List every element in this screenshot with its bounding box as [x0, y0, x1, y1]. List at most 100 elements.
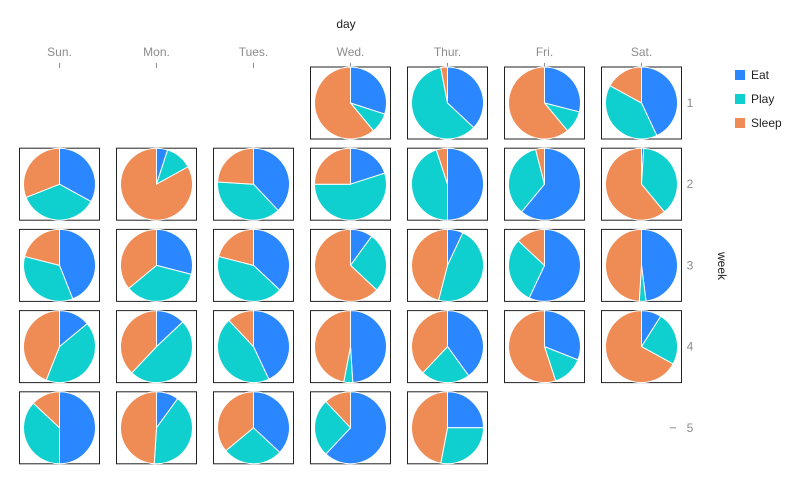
pie-slice-play: [23, 255, 74, 302]
pie-slice-eat: [520, 147, 581, 221]
pie-slice-eat: [641, 228, 678, 302]
pie-panel: [310, 391, 391, 465]
pie-slice-sleep: [23, 147, 60, 199]
pie-slice-sleep: [218, 228, 254, 267]
pie-slice-eat: [447, 147, 484, 221]
pie-slice-eat: [59, 391, 96, 465]
pie-slice-play: [217, 319, 270, 384]
pie-slice-sleep: [314, 228, 378, 302]
pie-slice-sleep: [411, 310, 448, 374]
pie-panels: [19, 66, 682, 465]
legend-label-sleep: Sleep: [751, 116, 782, 130]
week-tick-label: 3: [687, 258, 694, 272]
pie-slice-eat: [447, 66, 484, 129]
pie-slice-sleep: [228, 310, 254, 348]
pie-slice-play: [411, 149, 448, 221]
pie-slice-sleep: [411, 391, 448, 464]
pie-slice-sleep: [120, 147, 193, 221]
pie-slice-sleep: [120, 228, 157, 290]
pie-panel: [407, 228, 488, 302]
week-tick-label: 4: [687, 340, 694, 354]
pie-slice-play: [23, 402, 60, 465]
pie-slice-play: [508, 148, 546, 213]
pie-slice-sleep: [508, 310, 557, 384]
day-tick-label: Wed.: [337, 45, 365, 59]
pie-slice-sleep: [517, 228, 545, 267]
pie-panel: [116, 147, 197, 221]
pie-slice-sleep: [605, 228, 642, 302]
pie-slice-eat: [253, 147, 290, 212]
pie-panel: [310, 228, 391, 302]
pie-panel: [19, 391, 100, 465]
pie-slice-sleep: [411, 228, 448, 301]
pie-slice-sleep: [605, 310, 674, 384]
pie-slice-sleep: [23, 310, 60, 381]
pie-slice-sleep: [120, 391, 157, 465]
pie-slice-sleep: [313, 147, 351, 185]
legend-label-eat: Eat: [751, 68, 770, 82]
pie-slice-play: [314, 400, 352, 455]
pie-slice-play: [313, 172, 387, 221]
y-axis-title: week: [715, 251, 729, 281]
pie-slice-sleep: [120, 310, 157, 374]
pie-slice-eat: [447, 391, 485, 429]
pie-slice-sleep: [534, 147, 545, 185]
day-tick-label: Sat.: [631, 45, 652, 59]
pie-slice-eat: [325, 391, 387, 465]
pie-panel: [213, 228, 294, 302]
pie-slice-eat: [528, 228, 581, 302]
pie-panel: [407, 391, 488, 465]
pie-slice-play: [640, 315, 678, 365]
pie-slice-sleep: [440, 66, 448, 104]
legend-swatch-eat: [735, 70, 745, 80]
pie-slice-eat: [156, 228, 193, 275]
pie-slice-play: [45, 322, 96, 384]
pie-panel: [116, 391, 197, 465]
pie-slice-play: [440, 427, 485, 465]
x-axis-title: day: [336, 17, 355, 31]
pie-slice-play: [508, 240, 546, 299]
pie-slice-play: [437, 232, 484, 302]
day-axis: Sun. Mon. Tues. Wed. Thur. Fri. Sat.: [47, 45, 652, 68]
pie-panel: [407, 147, 488, 221]
pie-slice-eat: [447, 310, 484, 377]
pie-slice-sleep: [508, 66, 569, 140]
pie-panel: [116, 228, 197, 302]
pie-slice-sleep: [609, 66, 642, 104]
pie-slice-play: [131, 321, 193, 384]
pie-slice-eat: [350, 147, 386, 185]
pie-panel: [116, 310, 197, 384]
pie-panel: [19, 147, 100, 221]
pie-slice-play: [640, 147, 678, 213]
pie-panel: [601, 66, 682, 140]
pie-panel: [504, 147, 585, 221]
pie-slice-sleep: [217, 391, 254, 452]
legend-swatch-sleep: [735, 118, 745, 128]
pie-slice-sleep: [314, 310, 351, 383]
legend: Eat Play Sleep: [735, 68, 782, 130]
pie-panel: [19, 228, 100, 302]
pie-slice-sleep: [24, 228, 60, 267]
legend-label-play: Play: [751, 92, 774, 106]
pie-slice-sleep: [325, 391, 351, 430]
week-tick-label: 1: [687, 96, 694, 110]
day-tick-label: Fri.: [536, 45, 553, 59]
pie-slice-sleep: [435, 147, 448, 185]
day-tick-label: Sun.: [47, 45, 72, 59]
pie-panel: [504, 66, 585, 140]
pie-slice-eat: [350, 66, 387, 115]
pie-slice-sleep: [314, 66, 375, 140]
pie-slice-eat: [253, 310, 290, 380]
pie-slice-eat: [253, 391, 290, 454]
pie-panel: [601, 228, 682, 302]
pie-slice-play: [153, 397, 193, 465]
pie-slice-sleep: [217, 147, 254, 185]
pie-slice-eat: [544, 310, 581, 361]
pie-panel: [504, 228, 585, 302]
pie-slice-sleep: [605, 147, 666, 221]
pie-panel: [310, 310, 391, 384]
week-tick-label: 2: [687, 177, 694, 191]
pie-slice-play: [605, 84, 658, 140]
pie-slice-eat: [253, 228, 290, 291]
